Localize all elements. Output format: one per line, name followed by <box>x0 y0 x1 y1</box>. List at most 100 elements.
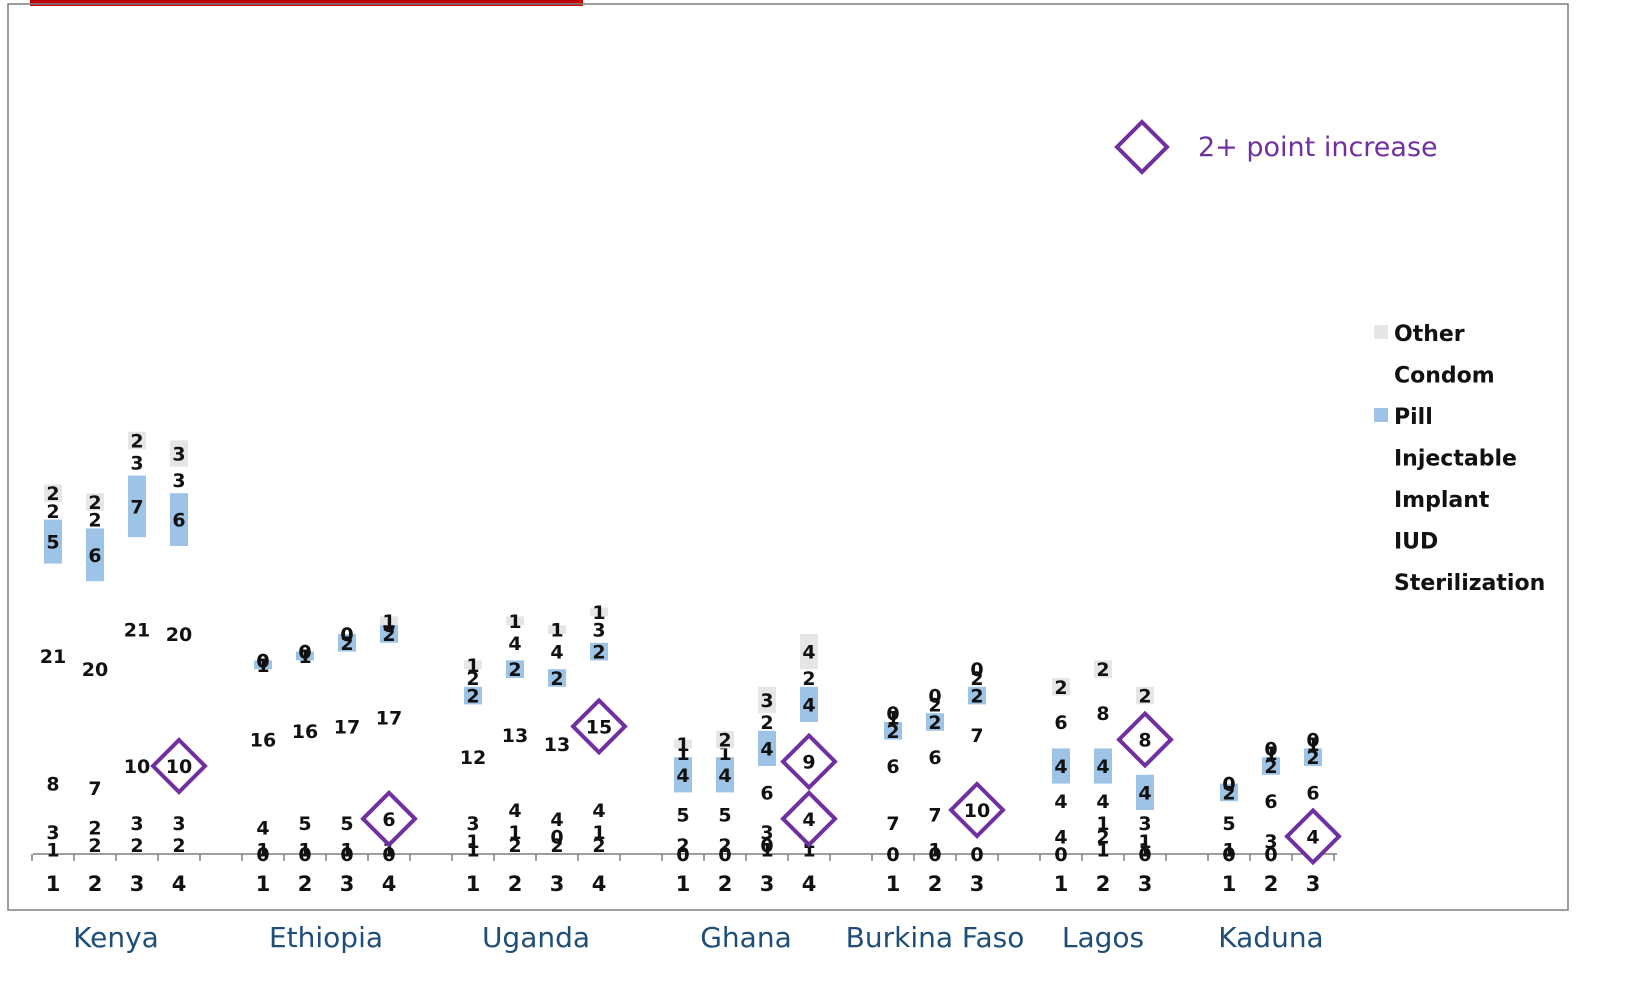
uganda-r1-injectable-label: 12 <box>460 747 486 769</box>
burkina-faso-r3-other-label: 0 <box>970 659 983 681</box>
uganda-r2-condom-label: 4 <box>508 633 521 655</box>
kaduna-r3-condom-label: 1 <box>1306 734 1319 756</box>
ghana-r2-other-bar <box>716 730 734 749</box>
legend-entry-sterilization: Sterilization <box>1394 571 1545 596</box>
diamond-icon <box>780 732 838 791</box>
uganda-r1-pill-label: 2 <box>466 686 479 708</box>
burkina-faso-r2-iud-label: 1 <box>928 840 941 862</box>
ghana-round-4-label: 4 <box>802 872 817 896</box>
lagos-increase-value: 8 <box>1138 730 1151 752</box>
kenya-r1-implant-label: 8 <box>46 774 59 796</box>
uganda-r1-other-label: 1 <box>466 655 479 677</box>
kaduna-r1-iud-label: 0 <box>1222 844 1235 866</box>
burkina-faso-r1-other-label: 0 <box>886 703 899 725</box>
diamond-icon <box>1284 807 1342 866</box>
ethiopia-r1-pill-label: 1 <box>256 655 269 677</box>
legend: Other Condom Pill Injectable Implant IUD Steri… <box>1374 322 1545 596</box>
lagos-round-3-label: 3 <box>1138 872 1153 896</box>
kaduna-r2-pill-bar <box>1262 757 1280 775</box>
uganda-country-label: Uganda <box>482 921 590 954</box>
ethiopia-increase-value: 6 <box>382 809 395 831</box>
uganda-round-1-label: 1 <box>466 872 481 896</box>
ethiopia-r3-pill-label: 2 <box>340 633 353 655</box>
ethiopia-r1-pill-bar <box>254 660 272 670</box>
kenya-r2-sterilization-label: 2 <box>88 835 101 857</box>
legend-entry-condom: Condom <box>1394 364 1495 389</box>
lagos-r1-sterilization-label: 0 <box>1054 844 1067 866</box>
lagos-r1-implant-label: 4 <box>1054 826 1067 848</box>
burkina-faso-round-1-label: 1 <box>886 872 901 896</box>
ghana-round-1-label: 1 <box>676 872 691 896</box>
burkina-faso-r1-iud-label: 0 <box>886 844 899 866</box>
ethiopia-r3-other-label: 0 <box>340 624 353 646</box>
ghana-r4-sterilization-label: 1 <box>802 840 815 862</box>
ethiopia-round-2-label: 2 <box>298 872 313 896</box>
kaduna-r2-iud-label: 0 <box>1264 844 1277 866</box>
kenya-country-label: Kenya <box>73 921 159 954</box>
uganda-r3-injectable-label: 13 <box>544 734 570 756</box>
lagos-r1-pill-label: 4 <box>1054 756 1067 778</box>
ghana-r2-injectable-label: 5 <box>718 804 731 826</box>
ghana-r2-other-label: 2 <box>718 730 731 752</box>
kaduna-round-1-label: 1 <box>1222 872 1237 896</box>
kenya-r4-injectable-label: 20 <box>166 624 192 646</box>
burkina-faso-r2-implant-label: 7 <box>928 804 941 826</box>
country-labels: Kenya Ethiopia Uganda Ghana Burkina Faso Lago… <box>73 921 1324 954</box>
ethiopia-r3-condom-label: 0 <box>340 624 353 646</box>
ethiopia-r2-pill-bar <box>296 651 314 661</box>
legend-swatch-pill <box>1374 408 1388 422</box>
diamond-icon <box>360 789 418 848</box>
lagos-r1-injectable-label: 4 <box>1054 791 1067 813</box>
ghana-r1-iud-label: 0 <box>676 844 689 866</box>
ghana-r1-other-bar <box>674 739 692 749</box>
burkina-faso-r1-sterilization-label: 0 <box>886 844 899 866</box>
kenya-r2-implant-label: 7 <box>88 778 101 800</box>
lagos-r3-implant-label: 1 <box>1138 831 1151 853</box>
ethiopia-r3-injectable-label: 17 <box>334 716 360 738</box>
uganda-r1-pill-bar <box>464 686 482 705</box>
kaduna-r1-pill-bar <box>1220 783 1238 802</box>
ethiopia-r2-other-label: 0 <box>298 642 311 664</box>
burkina-faso-r2-sterilization-label: 0 <box>928 844 941 866</box>
lagos-r2-other-label: 2 <box>1096 659 1109 681</box>
ethiopia-r4-other-label: 1 <box>382 611 395 633</box>
burkina-faso-r1-condom-label: 1 <box>886 708 899 730</box>
ethiopia-round-4-label: 4 <box>382 872 397 896</box>
kenya-r1-sterilization-label: 1 <box>46 840 59 862</box>
ethiopia-r2-condom-label: 0 <box>298 642 311 664</box>
ghana-r3-implant-label: 3 <box>760 822 773 844</box>
kenya-increase-marker: 10 <box>150 737 208 795</box>
ghana-r1-other-label: 1 <box>676 734 689 756</box>
title-bar <box>30 0 583 6</box>
uganda-r3-iud-label: 0 <box>550 826 563 848</box>
uganda-r2-other-bar <box>506 616 524 626</box>
ethiopia-r1-other-label: 0 <box>256 650 269 672</box>
burkina-faso-r2-pill-label: 2 <box>928 712 941 734</box>
uganda-r4-other-bar <box>590 607 608 617</box>
kenya-r4-other-bar <box>170 440 188 467</box>
uganda-increase-marker: 15 <box>570 697 628 756</box>
kenya-r1-injectable-label: 21 <box>40 646 66 668</box>
lagos-r3-pill-label: 4 <box>1138 782 1151 804</box>
kaduna-country-label: Kaduna <box>1218 921 1323 954</box>
kaduna-r2-injectable-label: 6 <box>1264 791 1277 813</box>
legend-swatch-other <box>1374 325 1388 339</box>
lagos-r3-other-label: 2 <box>1138 686 1151 708</box>
ghana-r3-pill-label: 4 <box>760 738 773 760</box>
ethiopia-r3-pill-bar <box>338 634 356 652</box>
uganda-r1-other-bar <box>464 660 482 670</box>
kenya-r3-iud-label: 3 <box>130 813 143 835</box>
uganda-r2-sterilization-label: 2 <box>508 835 521 857</box>
ghana-r2-implant-label: 2 <box>718 835 731 857</box>
ghana-increase-marker: 4 <box>780 789 838 848</box>
ghana-round-2-label: 2 <box>718 872 733 896</box>
burkina-faso-r1-pill-label: 2 <box>886 721 899 743</box>
uganda-r1-sterilization-label: 1 <box>466 840 479 862</box>
kaduna-r1-injectable-label: 5 <box>1222 813 1235 835</box>
lagos-r3-sterilization-label: 0 <box>1138 844 1151 866</box>
key-diamond-icon <box>1114 119 1170 175</box>
increase-key: 2+ point increase <box>1114 119 1438 175</box>
lagos-r1-condom-label: 6 <box>1054 712 1067 734</box>
legend-entry-injectable: Injectable <box>1394 447 1517 472</box>
lagos-r1-pill-bar <box>1052 748 1070 784</box>
